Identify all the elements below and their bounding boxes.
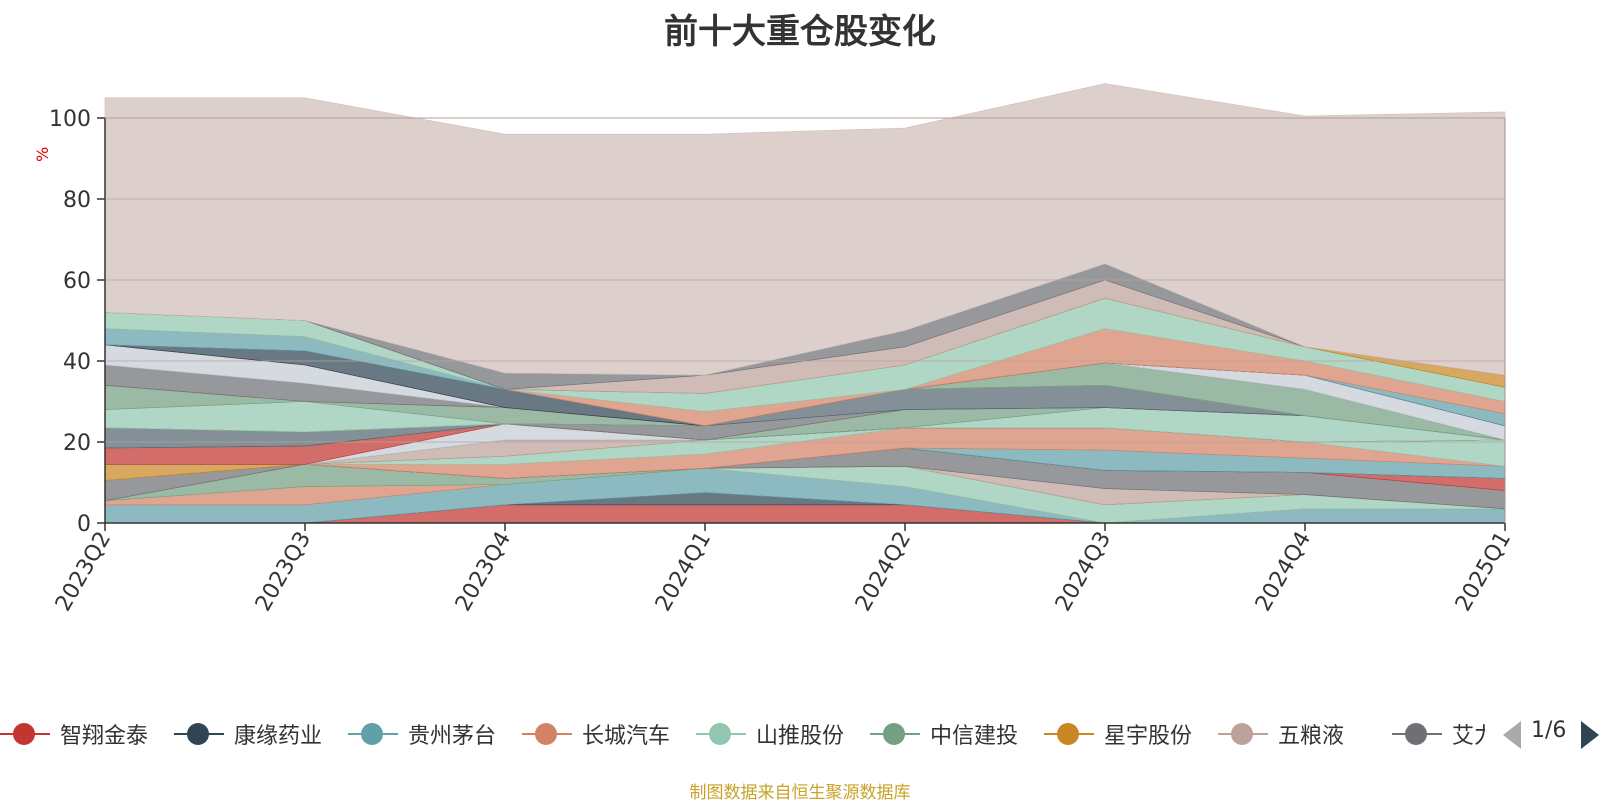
- legend-label: 星宇股份: [1104, 724, 1193, 749]
- x-tick-label: 2023Q2: [51, 528, 116, 616]
- legend-next-arrow-icon[interactable]: [1581, 721, 1599, 749]
- y-tick-label: 40: [63, 350, 91, 375]
- data-source-note: 制图数据来自恒生聚源数据库: [689, 783, 911, 803]
- legend-label: 五粮液: [1278, 724, 1345, 749]
- legend-item[interactable]: 康缘药业: [174, 716, 344, 752]
- legend-label: 贵州茅台: [408, 724, 497, 749]
- legend-dot-icon: [709, 723, 731, 745]
- legend: 智翔金泰 康缘药业 贵州茅台 长城汽车 山推股份 中信建投 星宇股份 五粮液 艾力斯: [0, 716, 1485, 752]
- legend-label: 智翔金泰: [60, 724, 149, 749]
- x-tick-label: 2024Q2: [851, 528, 916, 616]
- x-tick-label: 2024Q4: [1251, 528, 1316, 616]
- legend-dot-icon: [883, 723, 905, 745]
- chart-title: 前十大重仓股变化: [664, 12, 936, 52]
- legend-item[interactable]: 长城汽车: [522, 716, 692, 752]
- x-tick-label: 2024Q3: [1051, 528, 1116, 616]
- x-tick-label: 2025Q1: [1451, 528, 1516, 616]
- legend-dot-icon: [13, 723, 35, 745]
- legend-item[interactable]: 中信建投: [870, 716, 1040, 752]
- legend-item[interactable]: 星宇股份: [1044, 716, 1214, 752]
- legend-item[interactable]: 智翔金泰: [0, 716, 170, 752]
- legend-dot-icon: [1231, 723, 1253, 745]
- legend-label: 艾力斯: [1452, 724, 1485, 749]
- legend-item[interactable]: 艾力斯: [1392, 716, 1485, 752]
- x-tick-label: 2024Q1: [651, 528, 716, 616]
- legend-item[interactable]: 贵州茅台: [348, 716, 518, 752]
- legend-pager: 1/6: [1495, 716, 1600, 752]
- y-tick-label: 60: [63, 269, 91, 294]
- grid-lines: [105, 117, 1505, 443]
- legend-dot-icon: [1057, 723, 1079, 745]
- legend-label: 中信建投: [930, 724, 1019, 749]
- y-axis-unit-label: %: [33, 147, 52, 162]
- x-tick-label: 2023Q4: [451, 528, 516, 616]
- legend-dot-icon: [1405, 723, 1427, 745]
- y-tick-label: 20: [63, 431, 91, 456]
- y-tick-label: 100: [49, 107, 91, 132]
- stacked-area-chart: 0 20 40 60 80 100 2023Q2 2023Q3 2023Q4 2024Q1 2024…: [33, 83, 1516, 616]
- legend-dot-icon: [535, 723, 557, 745]
- legend-label: 长城汽车: [582, 724, 671, 749]
- x-tick-label: 2023Q3: [251, 528, 316, 616]
- legend-item[interactable]: 五粮液: [1218, 716, 1388, 752]
- legend-page-indicator: 1/6: [1531, 718, 1567, 743]
- legend-dot-icon: [187, 723, 209, 745]
- legend-item[interactable]: 山推股份: [696, 716, 866, 752]
- area-series-group: [104, 83, 1506, 524]
- y-tick-label: 80: [63, 188, 91, 213]
- legend-label: 康缘药业: [234, 724, 323, 749]
- legend-dot-icon: [361, 723, 383, 745]
- y-tick-label: 0: [77, 512, 91, 537]
- legend-label: 山推股份: [756, 724, 845, 749]
- legend-prev-arrow-icon[interactable]: [1503, 721, 1521, 749]
